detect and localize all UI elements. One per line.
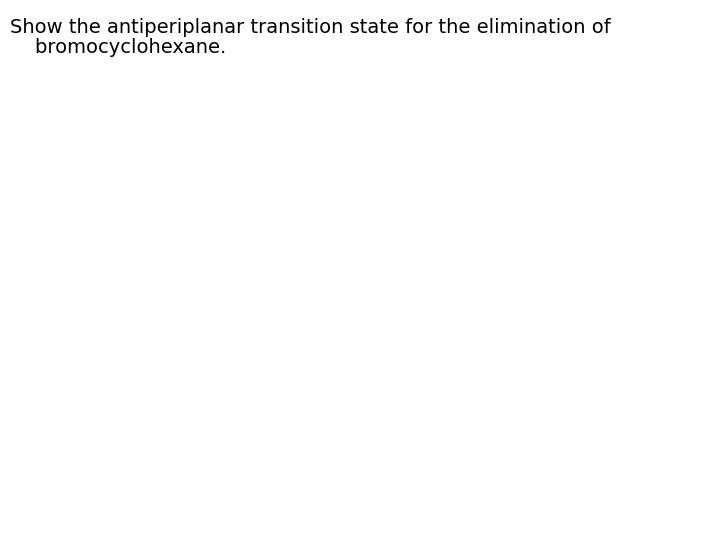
Text: Show the antiperiplanar transition state for the elimination of: Show the antiperiplanar transition state… [10, 18, 611, 37]
Text: bromocyclohexane.: bromocyclohexane. [10, 38, 226, 57]
